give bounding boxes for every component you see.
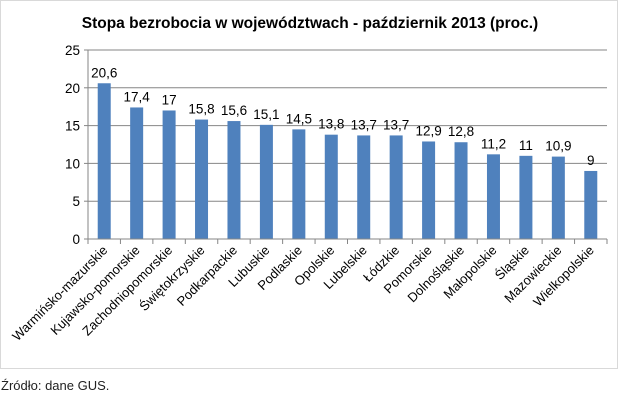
y-tick-label: 15 bbox=[65, 119, 80, 134]
data-label: 14,5 bbox=[286, 111, 312, 126]
bar bbox=[357, 135, 371, 239]
y-tick-label: 20 bbox=[65, 81, 80, 96]
bar bbox=[486, 154, 500, 239]
bar bbox=[551, 156, 565, 239]
bar bbox=[227, 121, 241, 239]
bar bbox=[292, 129, 306, 239]
data-label: 13,7 bbox=[351, 117, 377, 132]
bar bbox=[195, 119, 209, 239]
bar bbox=[454, 142, 468, 239]
data-label: 15,1 bbox=[253, 107, 279, 122]
data-label: 9 bbox=[587, 153, 595, 168]
bar bbox=[259, 124, 273, 239]
value-labels: 20,6 17,4 17 15,8 15,6 15,1 14,5 13,8 13,7 13,7 12… bbox=[91, 65, 594, 168]
data-label: 20,6 bbox=[91, 65, 117, 80]
bar bbox=[324, 134, 338, 239]
bar bbox=[584, 170, 598, 239]
y-tick-label: 5 bbox=[72, 194, 80, 209]
y-tick-label: 10 bbox=[65, 156, 80, 171]
data-label: 15,8 bbox=[188, 102, 214, 117]
data-label: 13,7 bbox=[383, 117, 409, 132]
bar bbox=[389, 135, 403, 239]
y-tick-label: 0 bbox=[72, 232, 80, 247]
data-label: 17 bbox=[162, 92, 177, 107]
bar-chart: Stopa bezrobocia w województwach - paźdz… bbox=[9, 15, 608, 344]
y-axis: 0 5 10 15 20 25 bbox=[65, 43, 89, 247]
bars bbox=[97, 83, 598, 240]
data-label: 10,9 bbox=[545, 139, 571, 154]
chart-title: Stopa bezrobocia w województwach - paźdz… bbox=[82, 15, 538, 32]
bar bbox=[162, 110, 176, 239]
data-label: 15,6 bbox=[221, 103, 247, 118]
y-tick-label: 25 bbox=[65, 43, 80, 58]
data-label: 11,2 bbox=[481, 136, 506, 151]
bar bbox=[130, 107, 144, 240]
data-label: 17,4 bbox=[124, 89, 151, 104]
bar bbox=[519, 155, 533, 239]
data-label: 13,8 bbox=[318, 117, 344, 132]
x-axis: Warmińsko-mazurskieKujawsko-pomorskieZac… bbox=[9, 238, 608, 344]
data-label: 12,8 bbox=[448, 124, 474, 139]
bar bbox=[422, 141, 436, 239]
source-note: Źródło: dane GUS. bbox=[1, 378, 110, 393]
data-label: 11 bbox=[519, 138, 533, 153]
data-label: 12,9 bbox=[415, 123, 441, 138]
bar bbox=[97, 83, 111, 239]
